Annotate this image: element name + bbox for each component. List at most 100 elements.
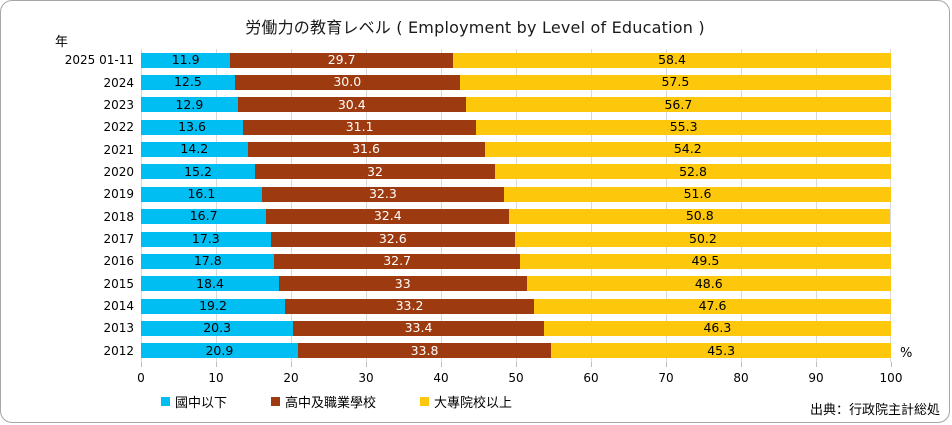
bar-row: 14.2 31.6 54.2: [141, 138, 891, 160]
bar-segment: 47.6: [534, 298, 891, 314]
y-axis-label: 2017: [103, 232, 134, 247]
bar-segment: 50.2: [514, 231, 891, 247]
bar-row: 12.5 30.0 57.5: [141, 71, 891, 93]
y-axis-unit-label: 年: [55, 35, 69, 50]
bar-segment: 13.6: [141, 119, 243, 135]
bar-segment: 20.9: [141, 343, 298, 359]
bar-segment: 11.9: [141, 52, 231, 68]
x-axis-tick-label: 70: [658, 371, 674, 385]
bar-row: 15.2 32 52.8: [141, 161, 891, 183]
stacked-bar: 17.3 32.6 50.2: [141, 231, 891, 247]
legend-item: 大專院校以上: [420, 392, 512, 411]
x-axis-tick-label: 100: [879, 371, 903, 385]
legend-label: 大專院校以上: [434, 396, 513, 411]
x-axis-tick: [516, 362, 517, 367]
bar-row: 11.9 29.7 58.4: [141, 49, 891, 71]
gridline: [890, 49, 891, 362]
x-axis-tick-label: 30: [358, 371, 374, 385]
gridline: [216, 49, 217, 362]
bar-rows: 11.9 29.7 58.4 12.5 30.0 57.5 12.9 30.4 56.7 13.6…: [141, 49, 891, 362]
gridline: [291, 49, 292, 362]
y-axis-label: 2019: [103, 187, 134, 202]
bar-segment: 19.2: [141, 298, 285, 314]
bar-segment: 51.6: [504, 186, 891, 202]
bar-row: 16.1 32.3 51.6: [141, 183, 891, 205]
x-axis-tick-label: 90: [808, 371, 824, 385]
y-axis-label: 2024: [103, 75, 134, 90]
bar-row: 12.9 30.4 56.7: [141, 94, 891, 116]
bar-segment: 49.5: [519, 253, 891, 269]
bar-segment: 31.6: [247, 142, 485, 158]
x-axis-tick-label: 50: [508, 371, 524, 385]
plot-area: 11.9 29.7 58.4 12.5 30.0 57.5 12.9 30.4 56.7 13.6…: [141, 49, 891, 362]
stacked-bar: 15.2 32 52.8: [141, 164, 891, 180]
stacked-bar: 14.2 31.6 54.2: [141, 142, 891, 158]
y-axis-label: 2016: [103, 254, 134, 269]
bar-row: 19.2 33.2 47.6: [141, 295, 891, 317]
x-axis-tick-label: 20: [283, 371, 299, 385]
gridline: [141, 49, 142, 362]
bar-segment: 33.4: [293, 320, 544, 336]
bar-segment: 31.1: [243, 119, 477, 135]
x-axis-tick: [816, 362, 817, 367]
bar-segment: 32.4: [266, 209, 510, 225]
x-axis-tick: [891, 362, 892, 367]
legend-item: 高中及職業學校: [271, 392, 376, 411]
bar-segment: 16.1: [141, 186, 262, 202]
bar-segment: 33.8: [297, 343, 552, 359]
legend: 國中以下 高中及職業學校 大專院校以上: [161, 392, 512, 411]
bar-segment: 18.4: [141, 276, 279, 292]
bar-segment: 15.2: [141, 164, 255, 180]
stacked-bar: 20.9 33.8 45.3: [141, 343, 891, 359]
gridline: [441, 49, 442, 362]
bar-row: 18.4 33 48.6: [141, 273, 891, 295]
x-axis-tick: [441, 362, 442, 367]
bar-segment: 30.0: [234, 75, 460, 91]
y-axis-label: 2013: [103, 321, 134, 336]
gridline: [666, 49, 667, 362]
bar-segment: 54.2: [484, 142, 891, 158]
x-axis-unit-label: %: [900, 346, 913, 361]
legend-label: 國中以下: [175, 396, 228, 411]
bar-segment: 45.3: [551, 343, 891, 359]
stacked-bar: 16.1 32.3 51.6: [141, 186, 891, 202]
x-axis-tick-label: 40: [433, 371, 449, 385]
gridline: [366, 49, 367, 362]
bar-segment: 57.5: [459, 75, 891, 91]
x-axis-tick: [666, 362, 667, 367]
y-axis-label: 2022: [103, 120, 134, 135]
legend-item: 國中以下: [161, 392, 227, 411]
bar-segment: 17.8: [141, 253, 275, 269]
x-axis-tick-label: 60: [583, 371, 599, 385]
bar-segment: 32.6: [270, 231, 515, 247]
bar-row: 20.9 33.8 45.3: [141, 340, 891, 362]
stacked-bar: 16.7 32.4 50.8: [141, 209, 891, 225]
bar-segment: 32.3: [261, 186, 504, 202]
bar-segment: 17.3: [141, 231, 271, 247]
bar-segment: 32: [255, 164, 495, 180]
y-axis-label: 2015: [103, 276, 134, 291]
x-axis-tick: [216, 362, 217, 367]
bar-row: 20.3 33.4 46.3: [141, 317, 891, 339]
x-axis-tick-label: 80: [733, 371, 749, 385]
legend-swatch-icon: [420, 397, 430, 406]
bar-row: 17.8 32.7 49.5: [141, 250, 891, 272]
bar-segment: 16.7: [141, 209, 267, 225]
bar-segment: 14.2: [141, 142, 248, 158]
x-axis-tick: [741, 362, 742, 367]
stacked-bar: 12.9 30.4 56.7: [141, 97, 891, 113]
y-axis-label: 2023: [103, 97, 134, 112]
bar-segment: 32.7: [274, 253, 520, 269]
stacked-bar: 11.9 29.7 58.4: [141, 52, 891, 68]
y-axis-label: 2012: [103, 343, 134, 358]
legend-swatch-icon: [271, 397, 281, 406]
bar-segment: 33.2: [285, 298, 534, 314]
stacked-bar: 20.3 33.4 46.3: [141, 320, 891, 336]
x-axis-tick: [591, 362, 592, 367]
y-axis-label: 2018: [103, 209, 134, 224]
gridline: [741, 49, 742, 362]
stacked-bar: 17.8 32.7 49.5: [141, 253, 891, 269]
bar-segment: 55.3: [476, 119, 891, 135]
legend-label: 高中及職業學校: [285, 396, 377, 411]
